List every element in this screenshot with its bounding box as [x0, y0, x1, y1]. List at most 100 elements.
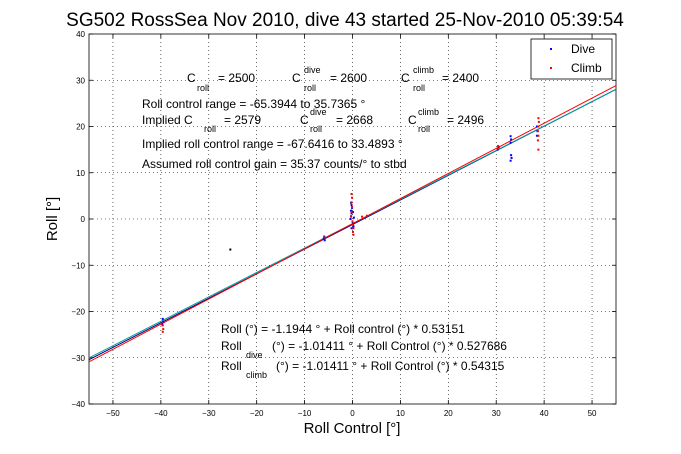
y-tick-label: 10 — [76, 169, 85, 178]
eq-dive-sub: dive — [246, 350, 263, 360]
x-tick-label: −40 — [154, 409, 168, 418]
dive-point — [509, 135, 512, 138]
x-tick-label: −30 — [202, 409, 216, 418]
dive-point — [162, 320, 165, 323]
y-tick-label: 30 — [76, 76, 85, 85]
dive-point — [349, 218, 352, 220]
y-tick-label: −40 — [71, 400, 85, 409]
y-tick-label: −30 — [71, 354, 85, 363]
annotation-gain: Assumed roll control gain = 35.37 counts… — [142, 157, 407, 171]
climb-point — [352, 233, 355, 236]
annotation-c-roll: C roll = 2500 C dive roll = 2600 C climb… — [187, 65, 479, 93]
climb-point — [350, 193, 353, 196]
implied-dive-sub: roll — [310, 124, 322, 134]
eq-climb-rest: (°) = -1.01411 ° + Roll Control (°) * 0.… — [276, 359, 505, 373]
x-tick-label: −50 — [106, 409, 120, 418]
c-roll-dive-sub: roll — [304, 83, 316, 93]
dive-point — [323, 239, 326, 242]
y-axis-label: Roll [°] — [44, 197, 61, 241]
climb-point — [161, 330, 164, 333]
annotation-range: Roll control range = -65.3944 to 35.7365… — [142, 97, 365, 111]
climb-point — [352, 227, 355, 230]
x-tick-label: 50 — [588, 409, 597, 418]
x-tick-label: 40 — [540, 409, 549, 418]
c-roll-dive-sup: dive — [304, 65, 321, 75]
legend-dive-marker — [550, 48, 552, 50]
climb-point — [537, 148, 540, 151]
y-tick-label: 40 — [76, 30, 85, 39]
climb-point — [350, 211, 353, 214]
climb-point — [537, 117, 540, 120]
climb-point — [537, 134, 540, 137]
c-roll-value: = 2500 — [218, 71, 255, 85]
climb-point — [365, 214, 368, 217]
dive-point — [535, 134, 538, 137]
climb-point — [497, 144, 500, 147]
legend-box — [530, 38, 613, 80]
x-tick-label: −20 — [250, 409, 264, 418]
dive-point — [510, 138, 513, 141]
x-tick-label: 10 — [396, 409, 405, 418]
c-roll-climb-sup: climb — [413, 65, 434, 75]
dive-point — [350, 212, 353, 215]
dive-point — [497, 146, 500, 149]
climb-point — [536, 139, 539, 142]
implied-dive-value: = 2668 — [336, 113, 373, 127]
climb-point — [351, 223, 354, 226]
dive-point — [510, 154, 513, 157]
implied-value: = 2579 — [224, 113, 261, 127]
eq-climb-roll: Roll — [221, 359, 242, 373]
dive-point — [509, 159, 512, 162]
annotation-eq-climb: Roll climb (°) = -1.01411 ° + Roll Contr… — [221, 359, 505, 380]
legend-dive-label: Dive — [571, 42, 595, 56]
dive-point — [352, 225, 355, 228]
c-roll-sub: roll — [197, 83, 209, 93]
y-tick-label: −10 — [71, 261, 85, 270]
x-axis-ticks: −50 −40 −30 −20 −10 0 10 20 30 40 50 — [106, 34, 597, 418]
annotation-eq-dive: Roll dive (°) = -1.01411 ° + Roll Contro… — [221, 339, 507, 360]
dive-point — [509, 141, 512, 144]
legend-climb-label: Climb — [571, 61, 602, 75]
y-tick-label: 0 — [81, 215, 86, 224]
x-axis-label: Roll Control [°] — [304, 420, 401, 437]
dive-point — [535, 125, 538, 128]
implied-sub: roll — [204, 124, 216, 134]
eq-dive-roll: Roll — [221, 339, 242, 353]
climb-point — [323, 236, 326, 239]
climb-point — [536, 130, 539, 133]
annotation-implied-range: Implied roll control range = -67.6416 to… — [142, 137, 403, 151]
c-roll-dive-C: C — [292, 71, 301, 85]
climb-point — [496, 147, 499, 150]
y-tick-label: 20 — [76, 123, 85, 132]
climb-point — [161, 324, 164, 327]
y-tick-label: −20 — [71, 308, 85, 317]
implied-label: Implied C — [142, 113, 193, 127]
climb-point — [361, 215, 364, 218]
dive-point — [352, 216, 355, 219]
data-points — [161, 117, 540, 333]
climb-point — [351, 196, 354, 199]
x-tick-label: 20 — [444, 409, 453, 418]
annotation-implied: Implied C roll = 2579 C dive roll = 2668… — [142, 107, 484, 134]
c-roll-dive-value: = 2600 — [330, 71, 367, 85]
c-roll-climb-C: C — [401, 71, 410, 85]
dive-point — [350, 209, 353, 212]
c-roll-climb-value: = 2400 — [442, 71, 479, 85]
chart-title: SG502 RossSea Nov 2010, dive 43 started … — [66, 10, 624, 31]
grid-lines — [89, 34, 616, 404]
annotation-eq-all: Roll (°) = -1.1944 ° + Roll control (°) … — [221, 322, 465, 336]
implied-climb-sub: roll — [418, 124, 430, 134]
implied-dive-C: C — [300, 113, 309, 127]
implied-climb-C: C — [408, 113, 417, 127]
climb-point — [537, 125, 540, 128]
c-roll-climb-sub: roll — [413, 83, 425, 93]
eq-climb-sub: climb — [246, 370, 267, 380]
climb-point — [351, 220, 354, 223]
x-tick-label: 0 — [350, 409, 355, 418]
climb-point — [162, 328, 165, 331]
climb-point — [351, 205, 354, 208]
plot-area: −50 −40 −30 −20 −10 0 10 20 30 40 50 −40 −30 −20 −10 0… — [71, 30, 617, 418]
implied-climb-value: = 2496 — [447, 113, 484, 127]
climb-point — [350, 201, 353, 204]
